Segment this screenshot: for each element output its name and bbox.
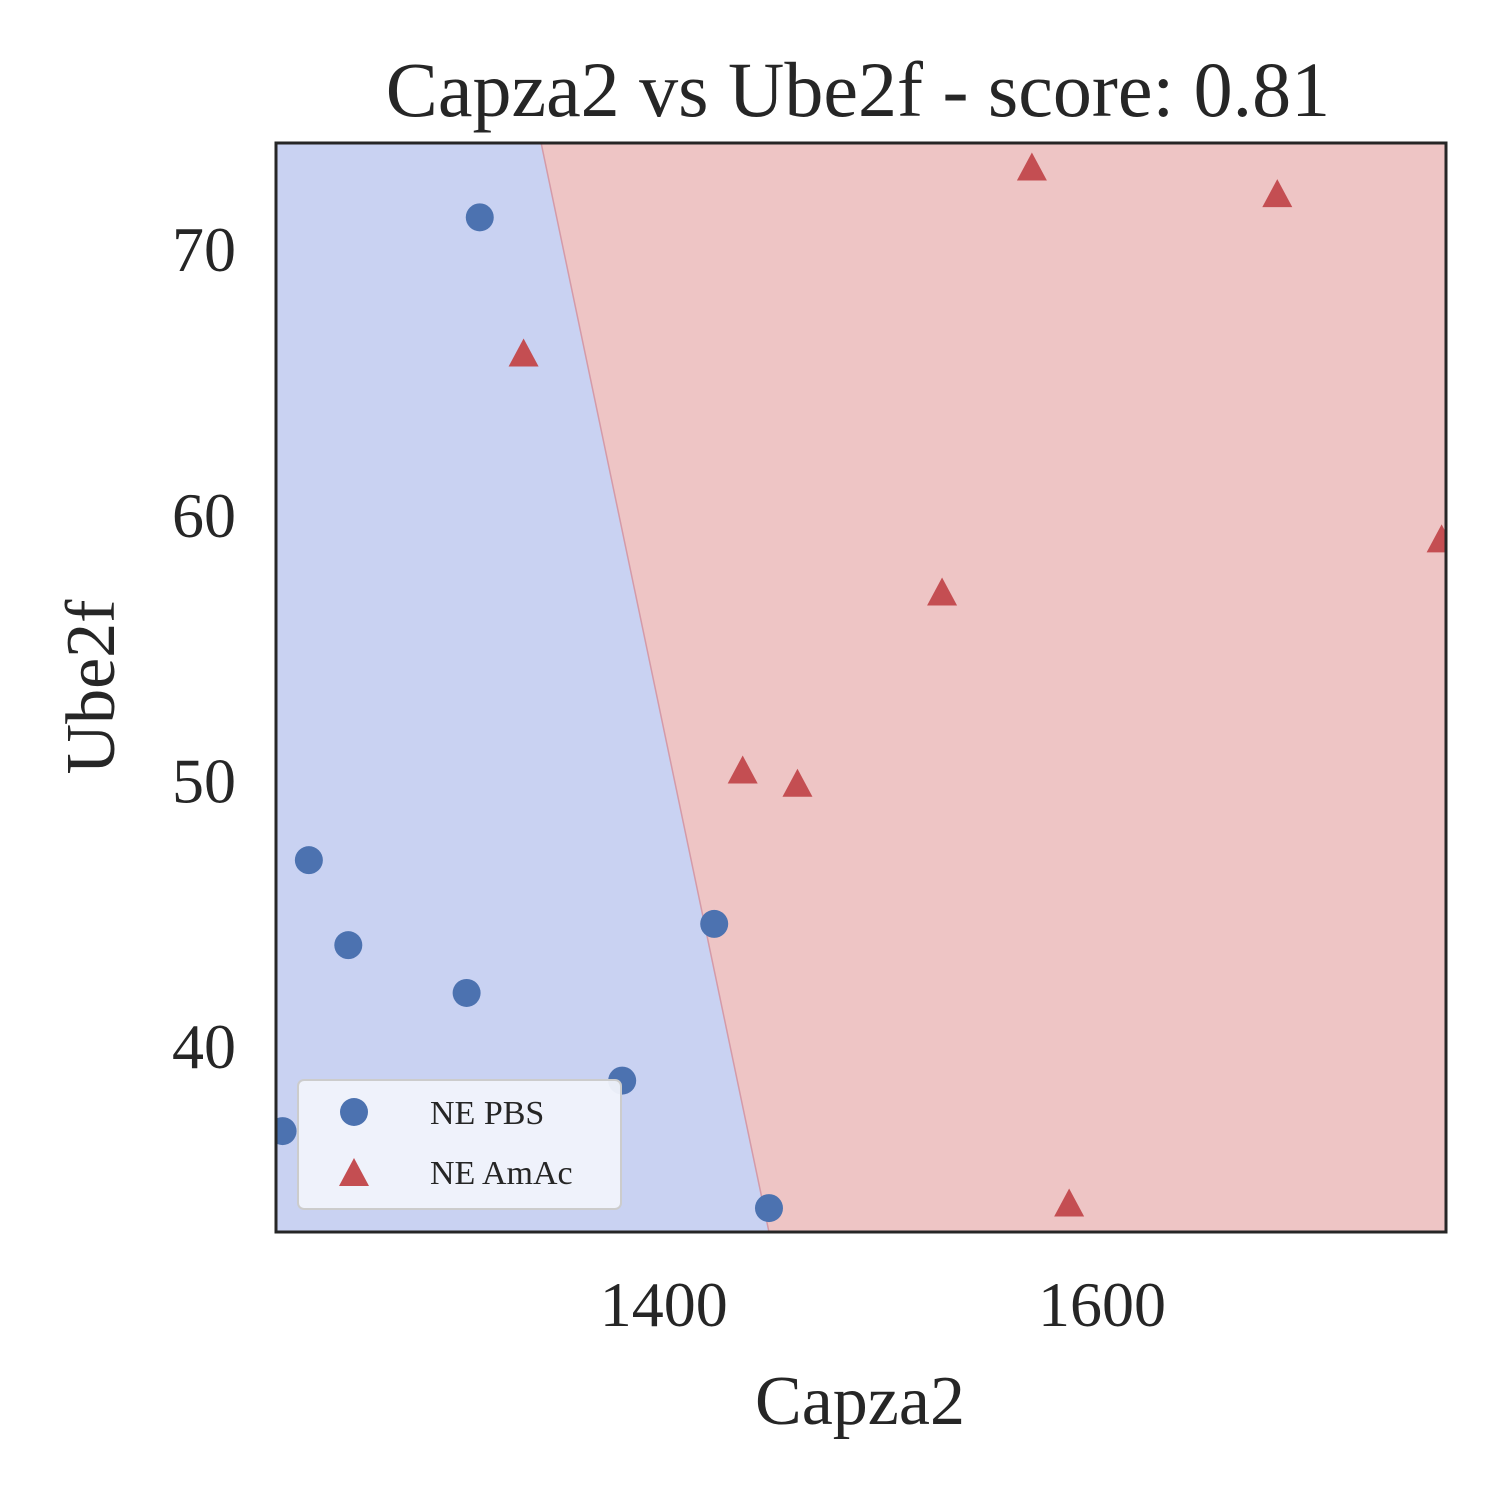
chart-title: Capza2 vs Ube2f - score: 0.81 (386, 46, 1330, 133)
y-axis-ticks: 40 50 60 70 (172, 214, 236, 1082)
legend-marker-ne-pbs (340, 1098, 368, 1126)
x-tick-label-1600: 1600 (1038, 1269, 1166, 1340)
data-point-ne-pbs-3 (334, 931, 363, 960)
data-point-ne-amac-6 (727, 755, 758, 784)
data-point-ne-amac-3 (1262, 179, 1293, 208)
data-point-ne-pbs-1 (465, 203, 494, 232)
data-point-ne-amac-2 (1016, 152, 1047, 181)
data-point-ne-pbs-8 (754, 1194, 783, 1223)
data-point-ne-pbs-2 (294, 846, 323, 875)
y-axis-label: Ube2f (53, 599, 130, 775)
legend-label-ne-pbs: NE PBS (430, 1095, 544, 1132)
decision-region-ne-pbs (276, 143, 769, 1232)
x-axis-ticks: 1400 1600 (600, 1269, 1166, 1340)
data-point-ne-pbs-4 (452, 978, 481, 1007)
decision-region-ne-amac (541, 143, 1446, 1232)
y-tick-label-60: 60 (172, 480, 236, 551)
data-point-ne-amac-8 (1054, 1188, 1085, 1217)
data-point-ne-pbs-7 (276, 1117, 297, 1146)
legend-box (297, 1079, 622, 1210)
data-point-ne-amac-7 (782, 768, 813, 797)
x-axis-label: Capza2 (755, 1363, 965, 1440)
y-tick-label-70: 70 (172, 214, 236, 285)
data-point-ne-amac-4 (927, 577, 958, 606)
y-tick-label-50: 50 (172, 745, 236, 816)
data-point-ne-amac-5 (1426, 524, 1446, 553)
data-point-ne-amac-1 (508, 338, 539, 367)
decision-boundary (540, 143, 770, 1232)
legend-marker-ne-amac (339, 1158, 369, 1186)
legend: NE PBS NE AmAc (297, 1079, 622, 1210)
x-tick-label-1400: 1400 (600, 1269, 728, 1340)
scatter-markers (276, 152, 1446, 1223)
plot-frame (274, 141, 1448, 1234)
y-tick-label-40: 40 (172, 1011, 236, 1082)
data-point-ne-pbs-5 (700, 909, 729, 938)
legend-label-ne-amac: NE AmAc (430, 1155, 573, 1192)
plot-area (274, 141, 1448, 1234)
